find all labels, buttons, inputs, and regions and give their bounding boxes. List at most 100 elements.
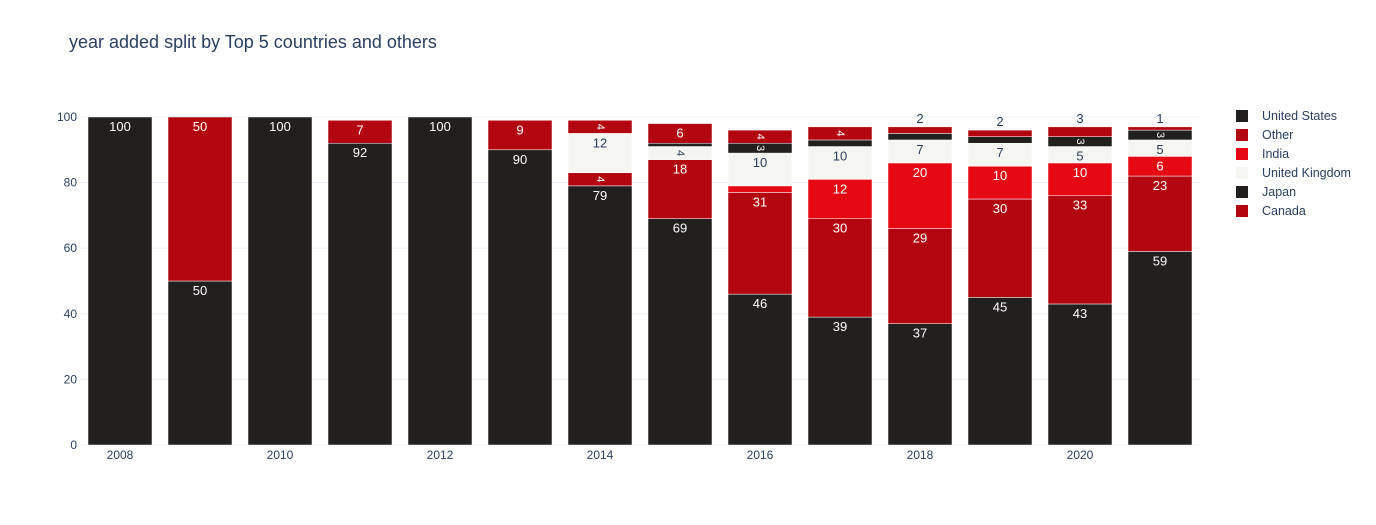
bar-japan-2018[interactable]: [887, 133, 953, 141]
bar-india-2019[interactable]: [967, 165, 1033, 200]
x-tick-label: 2012: [427, 448, 454, 462]
bar-other-2015[interactable]: [647, 159, 713, 219]
x-tick-label: 2016: [747, 448, 774, 462]
bar-india-2020[interactable]: [1047, 162, 1113, 196]
data-label: 3: [1076, 111, 1083, 126]
bar-canada-2020[interactable]: [1047, 126, 1113, 137]
bar-united-states-2016[interactable]: [727, 293, 793, 446]
data-label: 12: [593, 135, 607, 150]
data-label: 5: [1156, 142, 1163, 157]
data-label: 5: [1076, 149, 1083, 164]
bar-other-2019[interactable]: [967, 198, 1033, 298]
bar-united-states-2009[interactable]: [167, 280, 233, 446]
bar-other-2020[interactable]: [1047, 195, 1113, 305]
data-label: 3: [754, 145, 766, 151]
data-label: 100: [269, 119, 291, 134]
bar-united-states-2014[interactable]: [567, 185, 633, 446]
bar-other-2018[interactable]: [887, 228, 953, 324]
bar-other-2021[interactable]: [1127, 175, 1193, 252]
data-label: 2: [916, 111, 923, 126]
bar-japan-2015[interactable]: [647, 142, 713, 147]
bar-united-states-2011[interactable]: [327, 142, 393, 446]
bar-japan-2019[interactable]: [967, 136, 1033, 144]
bar-other-2013[interactable]: [487, 120, 553, 151]
bar-united-states-2019[interactable]: [967, 297, 1033, 446]
legend-item[interactable]: Japan: [1236, 182, 1351, 201]
x-tick-label: 2010: [267, 448, 294, 462]
legend-item[interactable]: United Kingdom: [1236, 163, 1351, 182]
bar-united-states-2018[interactable]: [887, 323, 953, 446]
data-label: 29: [913, 231, 927, 246]
legend-swatch: [1236, 185, 1248, 198]
data-label: 43: [1073, 306, 1087, 321]
data-label: 37: [913, 326, 927, 341]
bar-united-states-2017[interactable]: [807, 316, 873, 446]
bar-united-states-2015[interactable]: [647, 218, 713, 446]
data-label: 45: [993, 299, 1007, 314]
bar-canada-2017[interactable]: [807, 126, 873, 141]
bar-other-2016[interactable]: [727, 192, 793, 295]
data-label: 6: [676, 126, 683, 141]
data-label: 10: [833, 149, 847, 164]
y-tick-label: 0: [70, 438, 77, 452]
x-tick-label: 2018: [907, 448, 934, 462]
bar-india-2016[interactable]: [727, 185, 793, 193]
bar-united-states-2012[interactable]: [407, 116, 473, 446]
data-label: 4: [594, 176, 606, 182]
bar-united-states-2020[interactable]: [1047, 303, 1113, 446]
data-label: 50: [193, 119, 207, 134]
bar-canada-2014[interactable]: [567, 120, 633, 134]
data-label: 10: [753, 155, 767, 170]
data-label: 39: [833, 319, 847, 334]
legend-swatch: [1236, 147, 1248, 160]
bar-canada-2019[interactable]: [967, 129, 1033, 137]
bar-canada-2021[interactable]: [1127, 126, 1193, 131]
data-label: 12: [833, 181, 847, 196]
data-label: 100: [429, 119, 451, 134]
data-label: 4: [594, 124, 606, 130]
chart-title: year added split by Top 5 countries and …: [69, 32, 437, 52]
data-label: 46: [753, 296, 767, 311]
bar-united-kingdom-2017[interactable]: [807, 146, 873, 180]
bar-united-states-2008[interactable]: [87, 116, 153, 446]
data-label: 10: [993, 168, 1007, 183]
data-label: 18: [673, 162, 687, 177]
bar-united-states-2021[interactable]: [1127, 251, 1193, 446]
legend-item[interactable]: Other: [1236, 125, 1351, 144]
legend-label: United States: [1262, 108, 1338, 123]
bar-united-kingdom-2016[interactable]: [727, 152, 793, 187]
bar-japan-2017[interactable]: [807, 139, 873, 147]
data-label: 10: [1073, 165, 1087, 180]
y-tick-label: 40: [64, 307, 78, 321]
bar-canada-2018[interactable]: [887, 126, 953, 134]
legend-label: Japan: [1262, 184, 1297, 199]
bar-india-2018[interactable]: [887, 162, 953, 229]
data-label: 30: [833, 221, 847, 236]
bar-united-states-2010[interactable]: [247, 116, 313, 446]
legend-label: India: [1262, 146, 1290, 161]
x-tick-label: 2014: [587, 448, 614, 462]
data-label: 30: [993, 201, 1007, 216]
legend-item[interactable]: India: [1236, 144, 1351, 163]
legend-swatch: [1236, 166, 1248, 179]
y-tick-label: 100: [57, 110, 77, 124]
bar-united-states-2013[interactable]: [487, 149, 553, 446]
y-tick-label: 60: [64, 241, 78, 255]
legend-label: United Kingdom: [1262, 165, 1351, 180]
data-label: 33: [1073, 198, 1087, 213]
bar-other-2011[interactable]: [327, 120, 393, 144]
legend-item[interactable]: Canada: [1236, 201, 1351, 220]
legend-swatch: [1236, 128, 1248, 141]
bar-canada-2015[interactable]: [647, 123, 713, 144]
bar-canada-2016[interactable]: [727, 129, 793, 144]
bar-india-2017[interactable]: [807, 179, 873, 219]
data-label: 4: [834, 130, 846, 136]
bar-other-2017[interactable]: [807, 218, 873, 318]
legend-label: Other: [1262, 127, 1294, 142]
data-label: 92: [353, 145, 367, 160]
data-label: 69: [673, 221, 687, 236]
legend-item[interactable]: United States: [1236, 106, 1351, 125]
bar-other-2009[interactable]: [167, 116, 233, 282]
